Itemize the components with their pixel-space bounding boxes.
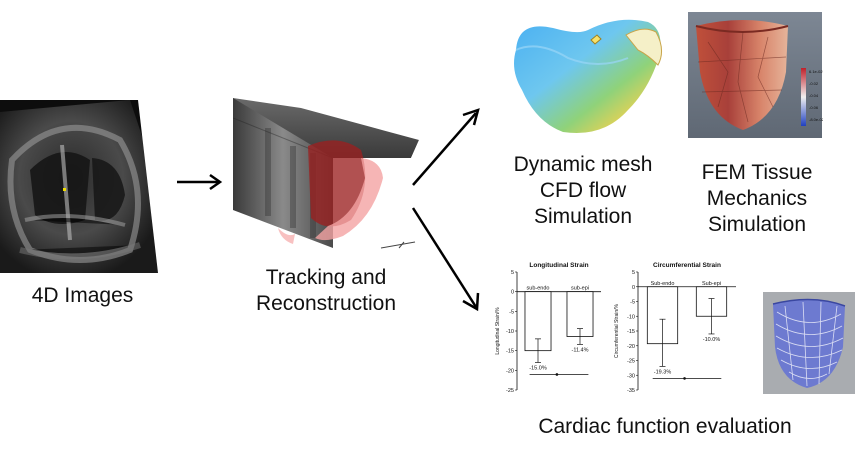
y-axis-label: Longitudinal Strain/% [495,307,501,355]
reconstruction-volume-image [233,98,419,252]
y-tick-label: -5 [630,300,635,306]
category-label: Sub-epi [702,281,721,287]
colorbar-label: -0.04 [809,93,819,98]
caption-tracking-line-2: Reconstruction [255,292,397,315]
y-tick-label: -30 [627,373,635,379]
arrow-down-right-icon [411,207,480,312]
chart-title: Longitudinal Strain [529,262,588,269]
arrow-right-icon [177,173,223,191]
y-tick-label: -25 [627,359,635,365]
value-label: -11.4% [571,347,588,353]
value-label: -10.0% [703,337,721,343]
y-tick-label: -35 [627,388,635,394]
caption-fem-line-3: Simulation [707,213,807,236]
significance-marker [555,373,559,376]
y-tick-label: 0 [632,285,635,291]
colorbar-label: -0.02 [809,81,819,86]
cfd-mesh-image [514,19,662,134]
value-label: -15.0% [529,365,547,371]
colorbar-label: 6.1e-02 [809,69,823,74]
caption-cardiac: Cardiac function evaluation [538,415,792,438]
y-tick-label: -10 [627,314,635,320]
y-tick-label: -15 [506,349,514,355]
caption-fem-line-1: FEM Tissue [701,161,813,184]
category-label: sub-epi [571,286,589,292]
colorbar-label: -0.06 [809,105,819,110]
caption-cfd-line-3: Simulation [533,205,633,228]
y-tick-label: 5 [511,270,514,276]
category-label: sub-endo [527,286,550,292]
chart-title: Circumferential Strain [653,262,721,269]
y-tick-label: -25 [506,388,514,394]
caption-tracking: Tracking and Reconstruction [236,265,416,317]
caption-fem: FEM Tissue Mechanics Simulation [672,160,842,238]
fiber-mesh-image [763,292,855,394]
y-tick-label: 5 [632,270,635,276]
caption-cfd: Dynamic mesh CFD flow Simulation [488,152,678,230]
circumferential-strain-chart: Circumferential Strain Circumferential St… [614,262,736,394]
y-tick-label: -10 [506,329,514,335]
y-axis-label: Circumferential Strain/% [614,303,620,357]
y-tick-label: 0 [511,290,514,296]
caption-cfd-line-2: CFD flow [539,179,627,202]
category-label: Sub-endo [651,281,675,287]
significance-marker [683,377,686,380]
caption-tracking-line-1: Tracking and [265,266,387,289]
y-tick-label: -15 [627,329,635,335]
y-tick-label: -5 [509,309,514,315]
caption-fem-line-2: Mechanics [706,187,808,210]
y-tick-label: -20 [506,368,514,374]
fem-colorbar-labels: 6.1e-02 -0.02 -0.04 -0.06 -8.0e-02 [809,66,823,126]
caption-cfd-line-1: Dynamic mesh [513,153,653,176]
longitudinal-strain-chart: Longitudinal Strain Longitudinal Strain/%… [495,262,601,394]
fem-mesh-image [688,12,822,138]
colorbar-label: -8.0e-02 [809,117,823,122]
value-label: -19.3% [654,369,672,375]
ultrasound-4d-image [0,100,163,273]
y-tick-label: -20 [627,344,635,350]
arrow-up-right-icon [412,108,480,186]
caption-4d-images: 4D Images [31,284,134,307]
